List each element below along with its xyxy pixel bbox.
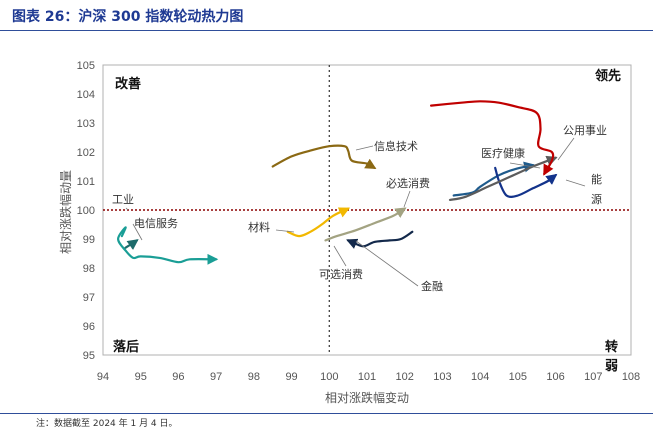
- y-axis-label: 相对涨跌幅动量: [58, 170, 73, 254]
- series-label: 电信服务: [134, 217, 178, 230]
- y-tick-label: 97: [83, 292, 95, 304]
- series-label: 信息技术: [374, 139, 418, 153]
- label-leader-line: [275, 229, 295, 233]
- series-line-0: [117, 226, 219, 265]
- x-tick-label: 106: [546, 371, 564, 383]
- series-line-4: [346, 230, 414, 249]
- y-tick-label: 102: [77, 147, 95, 159]
- series-label: 公用事业: [563, 124, 607, 137]
- label-leader-line: [132, 223, 143, 241]
- x-tick-label: 96: [172, 371, 184, 383]
- series-label: 医疗健康: [481, 146, 525, 160]
- quadrant-weakening-2: 弱: [605, 358, 618, 374]
- x-tick-label: 95: [135, 371, 147, 383]
- chart-title: 图表 26：沪深 300 指数轮动热力图: [12, 9, 244, 25]
- x-tick-label: 97: [210, 371, 222, 383]
- x-tick-label: 98: [248, 371, 260, 383]
- title-divider: [0, 30, 653, 31]
- label-leader-line: [333, 245, 347, 267]
- series-line-6: [452, 161, 536, 197]
- x-tick-label: 100: [320, 371, 338, 383]
- series-label: 工业: [112, 193, 134, 206]
- footer-divider: [0, 413, 653, 414]
- x-tick-label: 105: [509, 371, 527, 383]
- series-label: 能: [591, 172, 602, 186]
- x-axis-label: 相对涨跌幅变动: [325, 390, 409, 405]
- series-label: 可选消费: [319, 267, 363, 281]
- label-leader-line: [355, 240, 419, 287]
- quadrant-weakening-1: 转: [605, 339, 618, 355]
- y-tick-label: 105: [77, 60, 95, 72]
- series-line-1: [124, 239, 139, 251]
- series-label: 金融: [421, 279, 443, 293]
- label-leader-line: [403, 190, 411, 208]
- series-label: 源: [591, 192, 602, 206]
- label-leader-line: [557, 137, 575, 161]
- y-tick-label: 103: [77, 118, 95, 130]
- series-label: 必选消费: [386, 176, 430, 190]
- y-tick-label: 99: [83, 234, 95, 246]
- y-tick-label: 104: [77, 89, 95, 101]
- y-tick-label: 96: [83, 321, 95, 333]
- series-line-8: [448, 155, 558, 201]
- series-label: 材料: [248, 220, 270, 234]
- series-line-5: [324, 207, 407, 242]
- y-tick-label: 100: [77, 205, 95, 217]
- series-line-3: [271, 144, 377, 170]
- y-tick-label: 95: [83, 350, 95, 362]
- series-line-2: [286, 207, 351, 238]
- x-tick-label: 108: [622, 371, 640, 383]
- x-tick-label: 103: [433, 371, 451, 383]
- x-tick-label: 94: [97, 371, 109, 383]
- footnote: 注：数据截至 2024 年 1 月 4 日。: [36, 419, 178, 429]
- rotation-chart: 94 95 96 97 98 99 100 101 102 103 104 105 106 107 1089…: [58, 60, 640, 405]
- quadrant-leading: 领先: [595, 68, 621, 84]
- x-tick-label: 102: [396, 371, 414, 383]
- label-leader-line: [509, 162, 541, 169]
- quadrant-lagging: 落后: [113, 339, 139, 355]
- label-leader-line: [565, 179, 586, 187]
- series-line-9: [430, 100, 555, 176]
- label-leader-line: [355, 145, 374, 151]
- x-tick-label: 99: [285, 371, 297, 383]
- y-tick-label: 98: [83, 263, 95, 275]
- quadrant-improving: 改善: [115, 76, 141, 92]
- y-tick-label: 101: [77, 176, 95, 188]
- x-tick-label: 107: [584, 371, 602, 383]
- x-tick-label: 104: [471, 371, 489, 383]
- label-leader-line: [125, 207, 129, 211]
- x-tick-label: 101: [358, 371, 376, 383]
